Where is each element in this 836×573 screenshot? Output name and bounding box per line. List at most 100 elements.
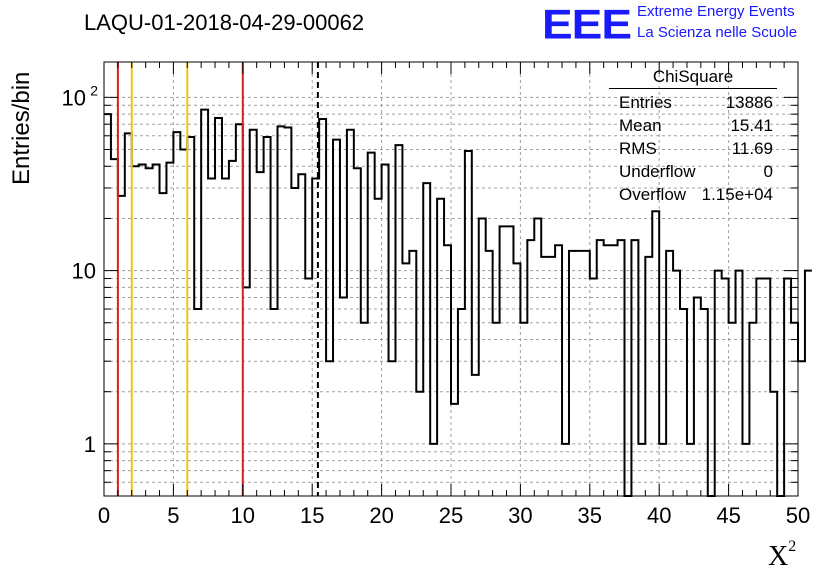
stats-key: Underflow	[619, 162, 696, 181]
histogram-bar	[111, 159, 118, 496]
histogram-bar	[271, 309, 278, 496]
histogram-bar	[125, 133, 132, 496]
histogram-bar	[173, 132, 180, 496]
histogram-bar	[326, 361, 333, 496]
x-tick-label: 5	[167, 503, 179, 528]
stats-key: RMS	[619, 139, 657, 158]
histogram-bar	[278, 126, 285, 496]
histogram-bar	[749, 323, 756, 496]
histogram-bar	[319, 119, 326, 496]
histogram-bar	[486, 251, 493, 496]
histogram-bar	[451, 404, 458, 496]
histogram-bar	[742, 444, 749, 496]
x-tick-label: 10	[231, 503, 255, 528]
stats-value: 1.15e+04	[701, 185, 773, 204]
eee-logo: EEE	[542, 0, 632, 48]
histogram-bar	[215, 118, 222, 496]
histogram-bar	[576, 251, 583, 496]
histogram-bar	[395, 145, 402, 496]
histogram-bar	[236, 124, 243, 496]
histogram-bar	[160, 193, 167, 496]
x-axis-label: X2	[768, 538, 796, 573]
histogram-bar	[208, 179, 215, 496]
histogram-bar	[333, 140, 340, 496]
stats-box: ChiSquare Entries 13886 Mean 15.41 RMS 1…	[609, 66, 777, 206]
histogram-bar	[770, 392, 777, 496]
histogram-bar	[611, 245, 618, 496]
histogram-bar	[402, 263, 409, 496]
histogram-bar	[132, 166, 139, 496]
histogram-bar	[194, 309, 201, 496]
histogram-bar	[458, 309, 465, 496]
histogram-bar	[784, 279, 791, 496]
stats-key: Entries	[619, 93, 672, 112]
histogram-bar	[354, 168, 361, 496]
histogram-bar	[597, 240, 604, 496]
logo-text-line-2: La Scienza nelle Scuole	[637, 24, 798, 41]
histogram-bar	[201, 110, 208, 496]
x-tick-label: 45	[716, 503, 740, 528]
stats-row-rms: RMS 11.69	[609, 137, 777, 160]
histogram-outline	[104, 108, 812, 497]
histogram-bar	[430, 444, 437, 496]
histogram-bar	[153, 164, 160, 496]
histogram-bar	[520, 323, 527, 496]
stats-value: 15.41	[730, 116, 773, 135]
histogram-bar	[680, 309, 687, 496]
histogram-bar	[736, 271, 743, 496]
x-tick-label: 25	[439, 503, 463, 528]
histogram-bar	[756, 279, 763, 496]
histogram-bar	[229, 161, 236, 496]
x-axis-label-sup: 2	[788, 538, 797, 555]
histogram-bar	[541, 257, 548, 496]
histogram-bar	[604, 245, 611, 496]
stats-row-entries: Entries 13886	[609, 91, 777, 114]
histogram-bar	[243, 287, 250, 496]
histogram-bar	[562, 444, 569, 496]
histogram-bar	[590, 279, 597, 496]
histogram-bar	[555, 245, 562, 496]
x-tick-label: 40	[647, 503, 671, 528]
x-tick-label: 15	[300, 503, 324, 528]
histogram-bar	[291, 188, 298, 496]
y-axis-label: Entries/bin	[8, 71, 35, 185]
histogram-bar	[375, 199, 382, 496]
histogram-bar	[694, 297, 701, 496]
stats-row-underflow: Underflow 0	[609, 160, 777, 183]
histogram-bar	[222, 179, 229, 496]
histogram-bar	[722, 279, 729, 496]
histogram-bar	[645, 257, 652, 496]
y-tick-label-sup: 2	[90, 82, 98, 98]
stats-key: Overflow	[619, 185, 687, 204]
histogram-bar	[347, 130, 354, 496]
histogram-bar	[652, 211, 659, 496]
y-tick-label: 1	[84, 432, 96, 457]
stats-row-overflow: Overflow 1.15e+04	[609, 183, 777, 206]
chart-title: LAQU-01-2018-04-29-00062	[84, 10, 365, 35]
histogram-bar	[673, 271, 680, 496]
histogram-bar	[687, 444, 694, 496]
histogram-bar	[715, 271, 722, 496]
histogram-bar	[569, 251, 576, 496]
histogram-bar	[104, 114, 111, 496]
histogram-bar	[298, 174, 305, 496]
histogram-bar	[791, 323, 798, 496]
histogram-bar	[701, 309, 708, 496]
histogram-bar	[139, 164, 146, 496]
histogram-bar	[798, 361, 805, 496]
histogram-bar	[180, 150, 187, 496]
histogram-bar	[548, 257, 555, 496]
histogram-bar	[638, 444, 645, 496]
histogram-bar	[465, 151, 472, 496]
histogram-bar	[618, 240, 625, 496]
histogram-bar	[479, 218, 486, 496]
x-tick-label: 20	[369, 503, 393, 528]
histogram-bar	[444, 245, 451, 496]
histogram-bar	[729, 323, 736, 496]
x-tick-label: 0	[98, 503, 110, 528]
histogram-bar	[340, 297, 347, 496]
histogram-bar	[583, 251, 590, 496]
histogram-bar	[805, 271, 812, 496]
histogram-bar	[382, 164, 389, 496]
